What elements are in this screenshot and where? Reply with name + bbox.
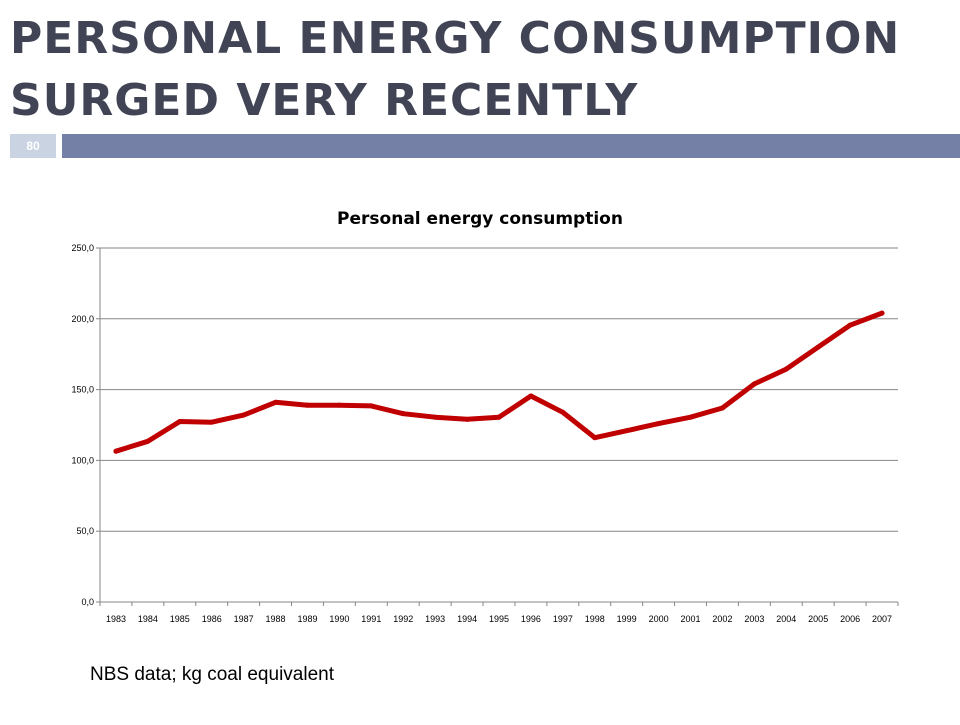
data-point bbox=[560, 409, 566, 415]
data-point bbox=[241, 412, 247, 418]
y-tick-label: 100,0 bbox=[71, 455, 94, 465]
x-tick-label: 1994 bbox=[457, 614, 477, 624]
page-number-badge: 80 bbox=[10, 134, 56, 158]
data-point bbox=[624, 428, 630, 434]
x-tick-label: 1987 bbox=[234, 614, 254, 624]
data-point bbox=[400, 411, 406, 417]
x-tick-label: 2006 bbox=[840, 614, 860, 624]
y-tick-label: 150,0 bbox=[71, 385, 94, 395]
data-point bbox=[528, 393, 534, 399]
data-point bbox=[879, 310, 885, 316]
data-point bbox=[304, 402, 310, 408]
y-axis: 0,0 50,0 100,0 150,0 200,0 250,0 bbox=[71, 243, 101, 607]
x-tick-label: 2001 bbox=[681, 614, 701, 624]
y-tick-label: 0,0 bbox=[81, 597, 94, 607]
x-tick-label: 1983 bbox=[106, 614, 126, 624]
y-tick-label: 200,0 bbox=[71, 314, 94, 324]
x-tick-label: 1985 bbox=[170, 614, 190, 624]
x-tick-label: 2007 bbox=[872, 614, 892, 624]
data-point bbox=[783, 366, 789, 372]
series-layer bbox=[113, 310, 885, 454]
data-point bbox=[496, 414, 502, 420]
x-tick-label: 1988 bbox=[266, 614, 286, 624]
data-point bbox=[432, 414, 438, 420]
data-point bbox=[688, 414, 694, 420]
x-tick-label: 1990 bbox=[329, 614, 349, 624]
data-point bbox=[273, 399, 279, 405]
data-point bbox=[719, 405, 725, 411]
x-tick-label: 1999 bbox=[617, 614, 637, 624]
y-tick-label: 50,0 bbox=[76, 526, 94, 536]
data-point bbox=[145, 438, 151, 444]
data-point bbox=[113, 448, 119, 454]
title-rule-bar bbox=[62, 134, 960, 158]
x-tick-label: 2002 bbox=[712, 614, 732, 624]
data-point bbox=[368, 403, 374, 409]
x-tick-label: 1989 bbox=[297, 614, 317, 624]
data-point bbox=[847, 322, 853, 328]
data-point bbox=[656, 421, 662, 427]
y-tick-label: 250,0 bbox=[71, 243, 94, 253]
x-tick-label: 1998 bbox=[585, 614, 605, 624]
x-tick-label: 1992 bbox=[393, 614, 413, 624]
data-point bbox=[209, 419, 215, 425]
data-point bbox=[177, 418, 183, 424]
source-note: NBS data; kg coal equivalent bbox=[90, 664, 334, 685]
x-tick-label: 2003 bbox=[744, 614, 764, 624]
x-tick-label: 1984 bbox=[138, 614, 158, 624]
x-axis: 1983 1984 1985 1986 1987 1988 1989 1990 1991 1992… bbox=[99, 601, 899, 624]
data-point bbox=[751, 381, 757, 387]
x-tick-label: 1991 bbox=[361, 614, 381, 624]
x-tick-label: 1996 bbox=[521, 614, 541, 624]
x-tick-label: 1993 bbox=[425, 614, 445, 624]
slide-title: PERSONAL ENERGY CONSUMPTION SURGED VERY … bbox=[10, 13, 901, 126]
x-tick-label: 2000 bbox=[649, 614, 669, 624]
x-tick-label: 2005 bbox=[808, 614, 828, 624]
data-point bbox=[815, 344, 821, 350]
x-tick-label: 2004 bbox=[776, 614, 796, 624]
x-tick-label: 1995 bbox=[489, 614, 509, 624]
series-line bbox=[113, 310, 885, 454]
data-point bbox=[336, 402, 342, 408]
x-tick-label: 1997 bbox=[553, 614, 573, 624]
x-tick-label: 1986 bbox=[202, 614, 222, 624]
data-point bbox=[592, 435, 598, 441]
data-point bbox=[464, 416, 470, 422]
chart-title: Personal energy consumption bbox=[337, 209, 623, 229]
chart-gridlines bbox=[100, 247, 898, 603]
